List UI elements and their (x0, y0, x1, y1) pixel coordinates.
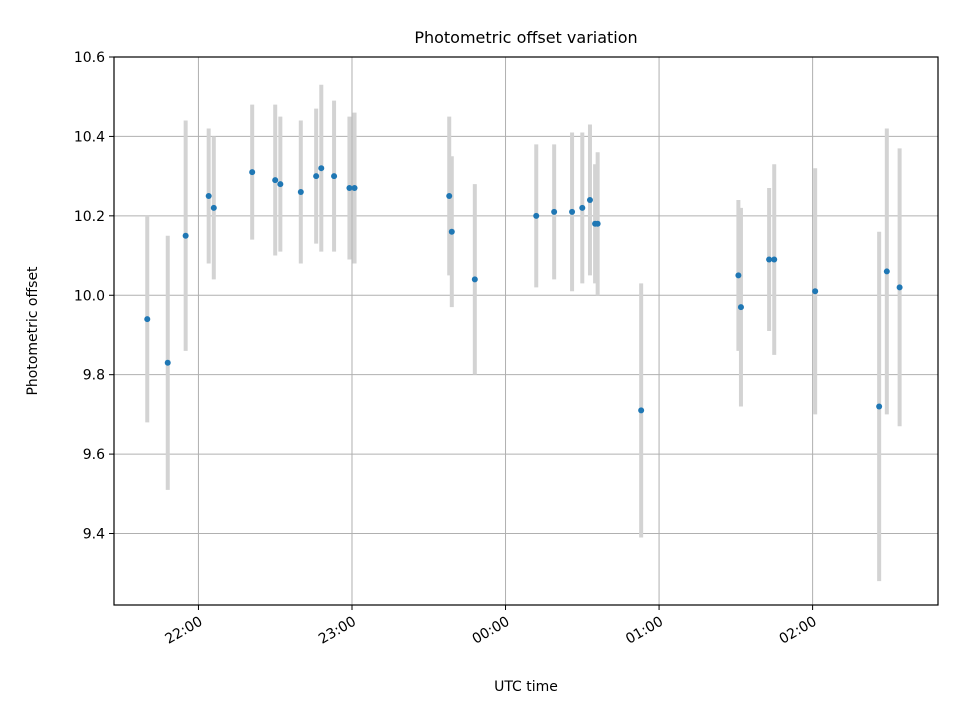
y-tick-label: 10.0 (74, 288, 105, 304)
y-tick-label: 9.6 (83, 447, 105, 463)
data-point (533, 212, 540, 219)
data-point (896, 284, 903, 291)
data-points (144, 165, 903, 414)
data-point (313, 173, 320, 180)
data-point (351, 185, 358, 192)
data-point (766, 256, 773, 263)
data-point (182, 232, 189, 239)
data-point (586, 196, 593, 203)
data-point (638, 407, 645, 414)
data-point (471, 276, 478, 283)
y-axis-label: Photometric offset (25, 266, 41, 396)
data-point (205, 192, 212, 199)
chart-title: Photometric offset variation (414, 28, 637, 47)
data-point (144, 316, 151, 323)
data-point (318, 165, 325, 172)
data-point (331, 173, 338, 180)
data-point (277, 181, 284, 188)
data-point (812, 288, 819, 295)
y-tick-label: 10.4 (74, 129, 105, 145)
data-point (272, 177, 279, 184)
data-point (446, 192, 453, 199)
x-axis-label: UTC time (494, 679, 558, 695)
plot-frame (113, 56, 939, 606)
data-point (297, 189, 304, 196)
grid (114, 56, 938, 605)
data-point (164, 359, 171, 366)
data-point (876, 403, 883, 410)
data-point (594, 220, 601, 227)
y-tick-label: 9.4 (83, 527, 105, 543)
y-axis-ticks: 9.4 9.6 9.8 10.0 10.2 10.4 10.6 (74, 50, 114, 543)
data-point (569, 208, 576, 215)
data-point (210, 204, 217, 211)
y-tick-label: 10.2 (74, 209, 105, 225)
data-point (771, 256, 778, 263)
data-point (249, 169, 256, 176)
data-point (346, 185, 353, 192)
y-tick-label: 10.6 (74, 50, 105, 66)
data-point (579, 204, 586, 211)
y-tick-label: 9.8 (83, 368, 105, 384)
data-point (883, 268, 890, 275)
data-point (735, 272, 742, 279)
data-point (551, 208, 558, 215)
data-point (448, 228, 455, 235)
data-point (737, 304, 744, 311)
